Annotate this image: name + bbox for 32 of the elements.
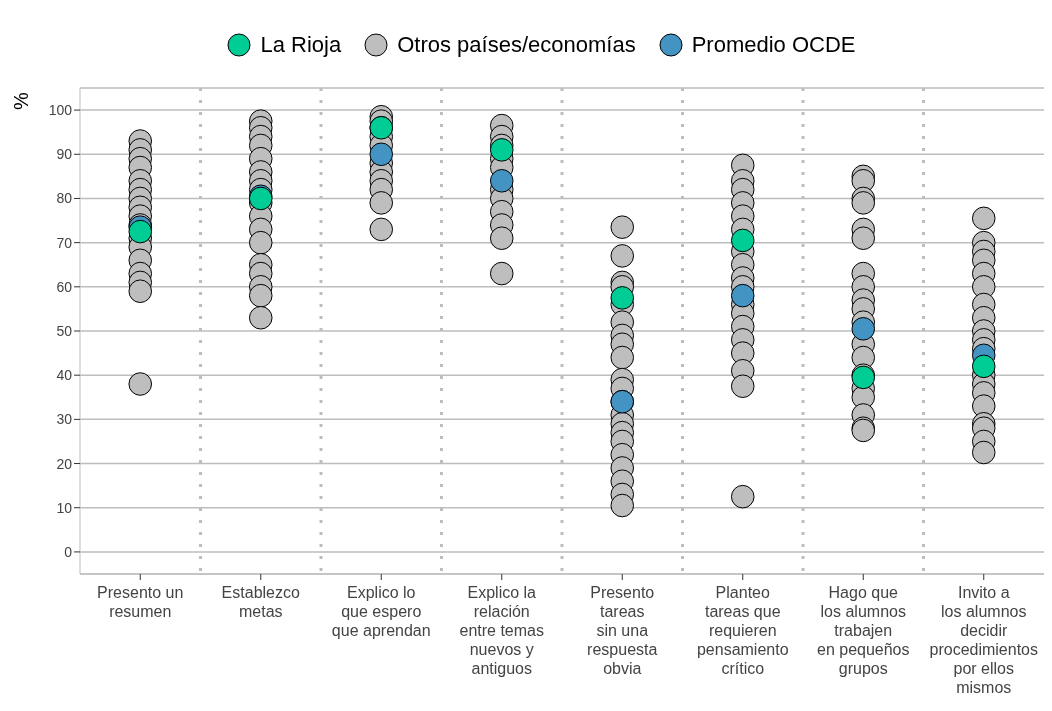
x-tick-label: Explico lo que espero que aprendan xyxy=(331,584,431,639)
y-tick-label: 0 xyxy=(64,543,73,560)
point xyxy=(128,219,153,244)
point xyxy=(610,286,635,310)
point xyxy=(971,354,996,379)
x-tick-label: Explico la relación entre temas nuevos y antiguos xyxy=(459,584,544,677)
legend-label: La Rioja xyxy=(259,32,342,58)
y-tick-label: 20 xyxy=(56,455,73,472)
x-tick-label: Invito a los alumnos decidir procedimientos por ellos mismos xyxy=(929,584,1038,696)
y-tick-label: 10 xyxy=(56,499,73,516)
point xyxy=(489,169,514,193)
y-tick-label: 80 xyxy=(56,190,73,207)
y-axis-title: % xyxy=(10,92,33,110)
point xyxy=(851,317,876,341)
x-tick-label: Presento un resumen xyxy=(97,584,184,620)
x-tick-label: Hago que los alumnos trabajen en pequeños grupos xyxy=(816,584,910,677)
legend-label: Promedio OCDE xyxy=(690,32,856,58)
x-tick-label: Planteo tareas que requieren pensamiento crítico xyxy=(696,584,789,677)
point xyxy=(730,228,755,253)
y-tick-label: 50 xyxy=(56,322,73,339)
legend-label: Otros países/economías xyxy=(396,32,636,58)
point xyxy=(730,283,755,308)
y-tick-label: 60 xyxy=(56,278,73,295)
y-tick-label: 90 xyxy=(56,146,73,163)
y-tick-label: 30 xyxy=(56,411,73,428)
point xyxy=(369,142,394,167)
x-tick-label: Presento tareas sin una respuesta obvia xyxy=(587,584,658,677)
y-tick-label: 70 xyxy=(56,234,73,251)
x-tick-label: Establezco metas xyxy=(221,584,300,620)
point xyxy=(489,138,514,162)
y-tick-label: 100 xyxy=(48,102,73,119)
y-tick-label: 40 xyxy=(56,367,73,384)
